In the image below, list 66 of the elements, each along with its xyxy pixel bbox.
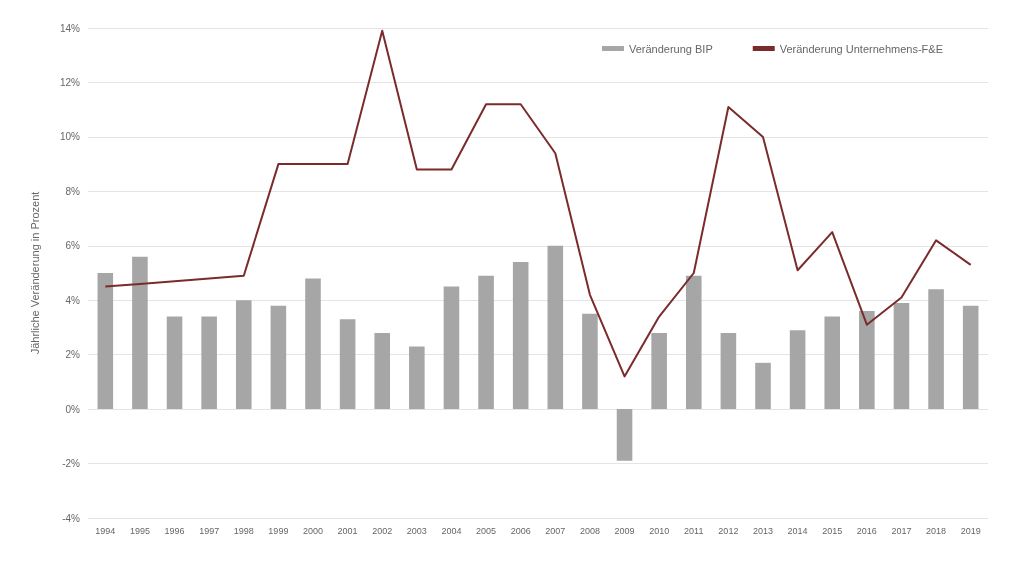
bar (97, 273, 114, 410)
x-tick-label: 2003 (406, 525, 427, 536)
x-tick-label: 2012 (718, 525, 739, 536)
bar (928, 289, 944, 410)
x-tick-label: 2010 (649, 525, 670, 536)
line-series (104, 29, 972, 378)
y-tick-label: 0% (65, 403, 81, 415)
y-axis-title: Jährliche Veränderung in Prozent (28, 191, 41, 355)
bar (409, 346, 425, 410)
x-tick-label: 2013 (752, 525, 774, 536)
y-tick-label: 4% (65, 294, 81, 306)
y-tick-label: -4% (62, 512, 81, 524)
bar (235, 300, 252, 410)
bar (962, 305, 979, 410)
bar (755, 362, 771, 410)
bar (478, 275, 494, 410)
bar (443, 286, 460, 410)
x-tick-label: 1999 (268, 525, 289, 536)
x-tick-label: 1995 (129, 525, 150, 536)
bar (547, 245, 564, 410)
bar (166, 316, 183, 410)
x-tick-label: 2015 (822, 525, 843, 536)
x-tick-label: 1994 (95, 525, 116, 536)
y-tick-label: 10% (59, 131, 81, 143)
x-tick-label: 2007 (545, 525, 566, 536)
y-tick-label: 8% (65, 185, 81, 197)
bar (685, 275, 702, 410)
x-tick-label: 2016 (856, 525, 877, 536)
legend-label: Veränderung BIP (628, 42, 713, 55)
bar (893, 302, 910, 410)
bar (859, 311, 875, 410)
x-tick-label: 2009 (614, 525, 635, 536)
x-tick-label: 2006 (510, 525, 531, 536)
x-tick-label: 2019 (960, 525, 981, 536)
y-tick-label: 6% (65, 240, 81, 252)
x-tick-label: 1998 (233, 525, 254, 536)
x-tick-label: 2000 (302, 525, 324, 536)
bar (616, 409, 633, 461)
legend-label: Veränderung Unternehmens-F&E (779, 42, 944, 55)
y-tick-label: 12% (59, 76, 81, 88)
bar (132, 256, 148, 410)
x-tick-label: 2011 (684, 525, 704, 536)
bar (339, 319, 356, 410)
x-tick-label: 1997 (199, 525, 220, 536)
bar (374, 332, 391, 410)
y-tick-label: 14% (59, 22, 81, 34)
x-tick-label: 2004 (441, 525, 462, 536)
bar (512, 262, 529, 410)
bar (270, 305, 287, 410)
y-tick-label: -2% (62, 458, 81, 470)
x-tick-label: 2001 (337, 525, 358, 536)
x-tick-label: 2017 (891, 525, 912, 536)
x-tick-label: 2018 (926, 525, 947, 536)
bar (582, 313, 598, 410)
x-tick-label: 2002 (372, 525, 393, 536)
x-tick-label: 2008 (579, 525, 600, 536)
x-tick-label: 1996 (164, 525, 185, 536)
bar (305, 278, 321, 410)
bar (720, 332, 737, 410)
bar (651, 332, 667, 410)
bar (824, 316, 841, 410)
x-tick-label: 2014 (787, 525, 808, 536)
y-tick-label: 2% (65, 349, 81, 361)
bar (201, 316, 217, 410)
x-tick-label: 2005 (476, 525, 497, 536)
bar (789, 330, 806, 410)
